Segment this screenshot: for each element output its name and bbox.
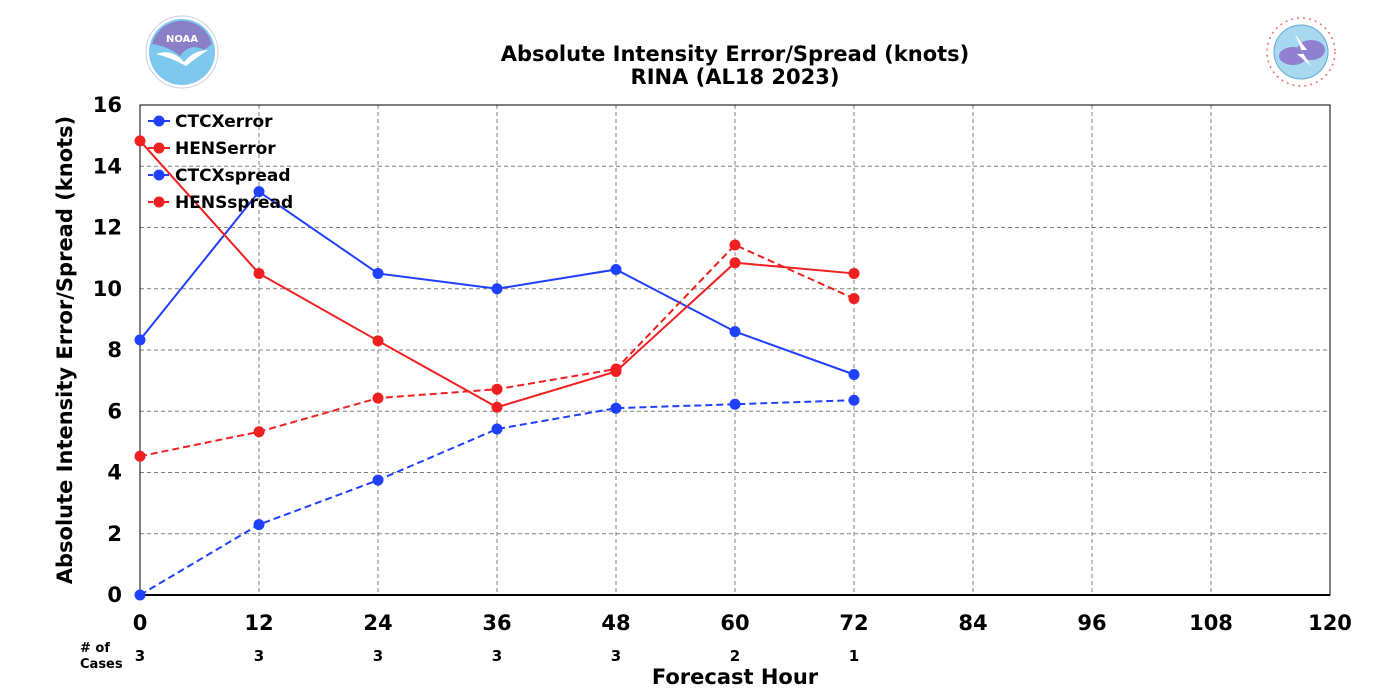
cases-header-line1: # of <box>80 641 110 656</box>
x-tick-label: 60 <box>720 611 749 635</box>
x-tick-label: 24 <box>363 611 392 635</box>
data-point <box>610 263 622 275</box>
data-point <box>253 519 265 531</box>
grid <box>140 105 1330 596</box>
legend-label: CTCXspread <box>175 166 291 186</box>
x-tick-label: 120 <box>1308 611 1352 635</box>
x-tick-label: 108 <box>1189 611 1233 635</box>
data-point <box>253 186 265 198</box>
nws-logo <box>1265 16 1337 88</box>
chart-title-line1: Absolute Intensity Error/Spread (knots) <box>501 42 970 66</box>
data-point <box>729 239 741 251</box>
legend-label: HENSspread <box>175 193 293 213</box>
legend-swatch-marker <box>153 196 165 208</box>
data-point <box>134 334 146 346</box>
legend-swatch-marker <box>153 169 165 181</box>
cases-header-line2: Cases <box>80 657 123 672</box>
legend-item: HENSerror <box>148 139 276 159</box>
x-tick-label: 0 <box>133 611 148 635</box>
plot-frame <box>139 104 1331 596</box>
case-count: 1 <box>849 647 859 665</box>
x-tick-label: 12 <box>244 611 273 635</box>
x-tick-label: 36 <box>482 611 511 635</box>
legend-label: CTCXerror <box>175 112 273 132</box>
chart-title-line2: RINA (AL18 2023) <box>631 65 840 89</box>
x-axis-label: Forecast Hour <box>652 665 819 689</box>
y-tick-label: 2 <box>107 522 122 546</box>
series <box>134 135 860 601</box>
x-tick-labels: 0 12 24 36 48 60 72 84 96 108 120 <box>133 611 1352 635</box>
data-point <box>253 267 265 279</box>
data-point <box>848 394 860 406</box>
data-point <box>372 474 384 486</box>
data-point <box>729 398 741 410</box>
data-point <box>491 283 503 295</box>
legend-swatch-marker <box>153 142 165 154</box>
data-point <box>610 363 622 375</box>
data-point <box>134 135 146 147</box>
y-tick-label: 6 <box>107 399 122 423</box>
x-tick-label: 84 <box>958 611 987 635</box>
y-tick-label: 10 <box>93 277 122 301</box>
x-tick-label: 72 <box>839 611 868 635</box>
data-point <box>491 383 503 395</box>
y-tick-label: 4 <box>107 461 122 485</box>
data-point <box>848 267 860 279</box>
series-HENSspread <box>134 239 860 462</box>
data-point <box>372 267 384 279</box>
y-tick-label: 0 <box>107 583 122 607</box>
legend: CTCXerror HENSerror CTCXspread HENSspread <box>148 112 293 213</box>
data-point <box>372 392 384 404</box>
series-CTCXspread <box>134 394 860 601</box>
noaa-logo-text: NOAA <box>166 34 198 45</box>
case-count: 3 <box>492 647 502 665</box>
case-count: 2 <box>730 647 740 665</box>
data-point <box>372 335 384 347</box>
series-CTCXerror <box>134 186 860 380</box>
y-tick-label: 12 <box>93 216 122 240</box>
x-tick-label: 96 <box>1077 611 1106 635</box>
case-count: 3 <box>135 647 145 665</box>
y-axis-label: Absolute Intensity Error/Spread (knots) <box>53 116 77 585</box>
y-tick-labels: 0 2 4 6 8 10 12 14 16 <box>93 93 122 607</box>
legend-item: CTCXerror <box>148 112 273 132</box>
data-point <box>253 426 265 438</box>
noaa-logo: NOAA <box>145 15 219 89</box>
case-count: 3 <box>373 647 383 665</box>
data-point <box>134 589 146 601</box>
data-point <box>491 423 503 435</box>
case-count: 3 <box>254 647 264 665</box>
data-point <box>491 401 503 413</box>
data-point <box>729 326 741 338</box>
x-tick-label: 48 <box>601 611 630 635</box>
data-point <box>729 257 741 269</box>
y-tick-label: 14 <box>93 154 122 178</box>
case-count: 3 <box>611 647 621 665</box>
cases-row: 3 3 3 3 3 2 1 <box>135 647 859 665</box>
data-point <box>610 402 622 414</box>
data-point <box>134 450 146 462</box>
y-tick-label: 16 <box>93 93 122 117</box>
data-point <box>848 369 860 380</box>
legend-item: CTCXspread <box>148 166 291 186</box>
legend-label: HENSerror <box>175 139 276 159</box>
y-tick-label: 8 <box>107 338 122 362</box>
data-point <box>848 293 860 305</box>
legend-swatch-marker <box>153 115 165 127</box>
legend-item: HENSspread <box>148 193 293 213</box>
